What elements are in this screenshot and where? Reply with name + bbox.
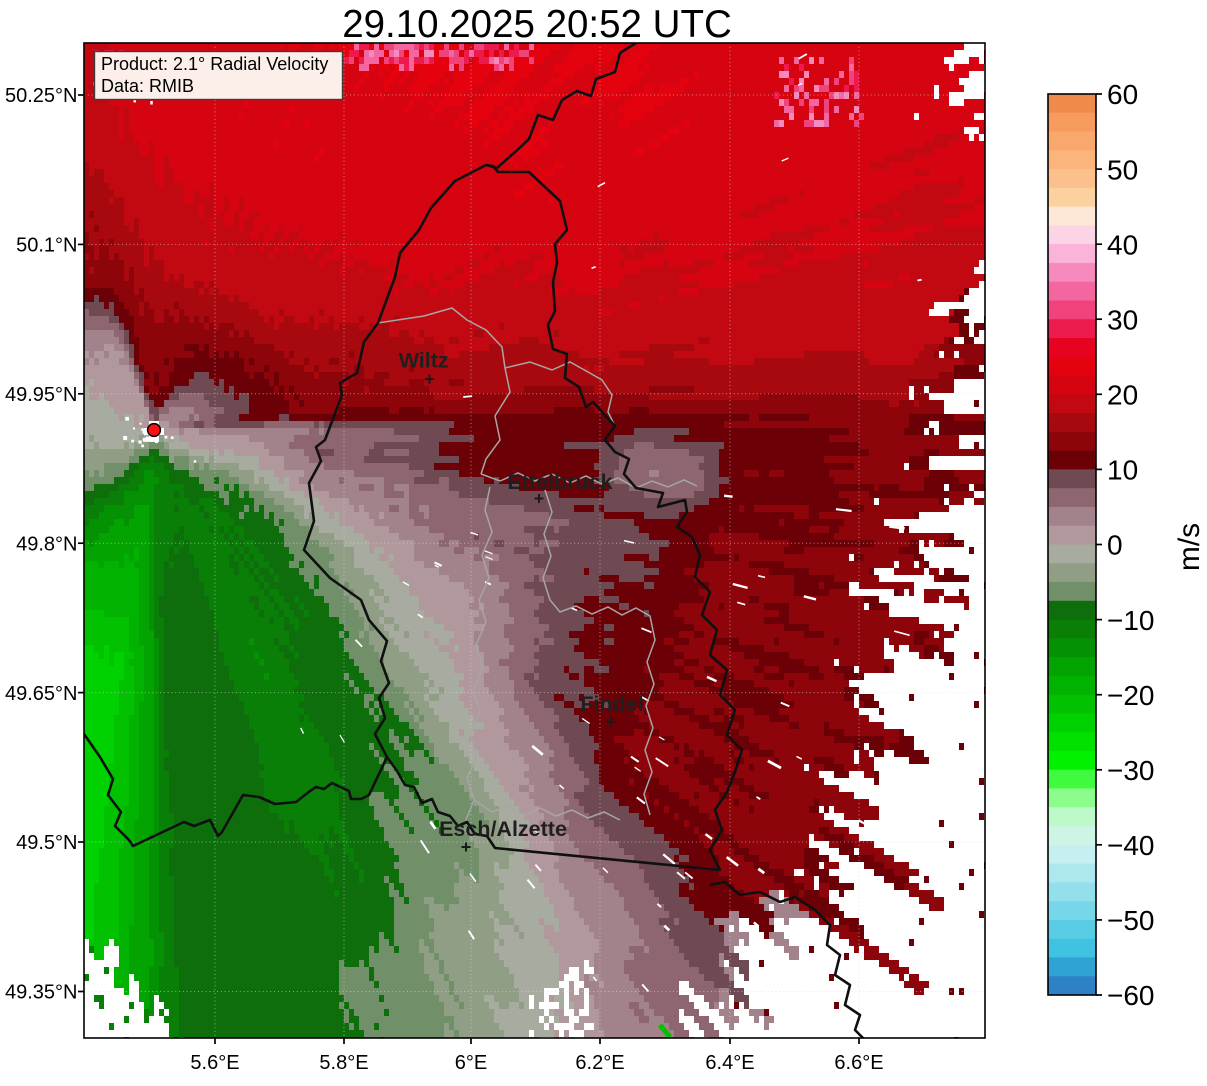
- svg-text:5.8°E: 5.8°E: [319, 1052, 368, 1074]
- svg-text:−10: −10: [1107, 605, 1155, 636]
- svg-text:10: 10: [1107, 455, 1138, 486]
- svg-text:Data: RMIB: Data: RMIB: [101, 76, 194, 96]
- svg-text:Ettelbruck: Ettelbruck: [507, 470, 612, 494]
- svg-text:6.4°E: 6.4°E: [705, 1052, 754, 1074]
- svg-text:m/s: m/s: [1173, 523, 1206, 571]
- svg-text:49.65°N: 49.65°N: [5, 683, 78, 705]
- svg-text:−50: −50: [1107, 905, 1155, 936]
- svg-text:40: 40: [1107, 229, 1138, 260]
- svg-text:−30: −30: [1107, 755, 1155, 786]
- svg-text:−40: −40: [1107, 830, 1155, 861]
- svg-text:60: 60: [1107, 79, 1138, 110]
- svg-text:6°E: 6°E: [455, 1052, 487, 1074]
- svg-text:49.5°N: 49.5°N: [16, 832, 77, 854]
- svg-text:6.2°E: 6.2°E: [575, 1052, 624, 1074]
- svg-text:0: 0: [1107, 530, 1123, 561]
- svg-text:Wiltz: Wiltz: [399, 349, 449, 373]
- svg-text:20: 20: [1107, 380, 1138, 411]
- svg-text:49.35°N: 49.35°N: [5, 982, 78, 1004]
- svg-text:30: 30: [1107, 304, 1138, 335]
- svg-text:50.1°N: 50.1°N: [16, 235, 77, 257]
- svg-text:29.10.2025 20:52 UTC: 29.10.2025 20:52 UTC: [342, 3, 732, 46]
- svg-text:Esch/Alzette: Esch/Alzette: [439, 817, 567, 841]
- svg-text:6.6°E: 6.6°E: [834, 1052, 883, 1074]
- svg-text:Product: 2.1° Radial Velocity: Product: 2.1° Radial Velocity: [101, 54, 328, 74]
- svg-text:50: 50: [1107, 154, 1138, 185]
- svg-text:−20: −20: [1107, 680, 1155, 711]
- svg-text:5.6°E: 5.6°E: [190, 1052, 239, 1074]
- svg-text:Findel: Findel: [580, 692, 643, 716]
- svg-text:49.8°N: 49.8°N: [16, 533, 77, 555]
- svg-text:−60: −60: [1107, 980, 1155, 1011]
- svg-text:49.95°N: 49.95°N: [5, 384, 78, 406]
- svg-text:50.25°N: 50.25°N: [5, 85, 78, 107]
